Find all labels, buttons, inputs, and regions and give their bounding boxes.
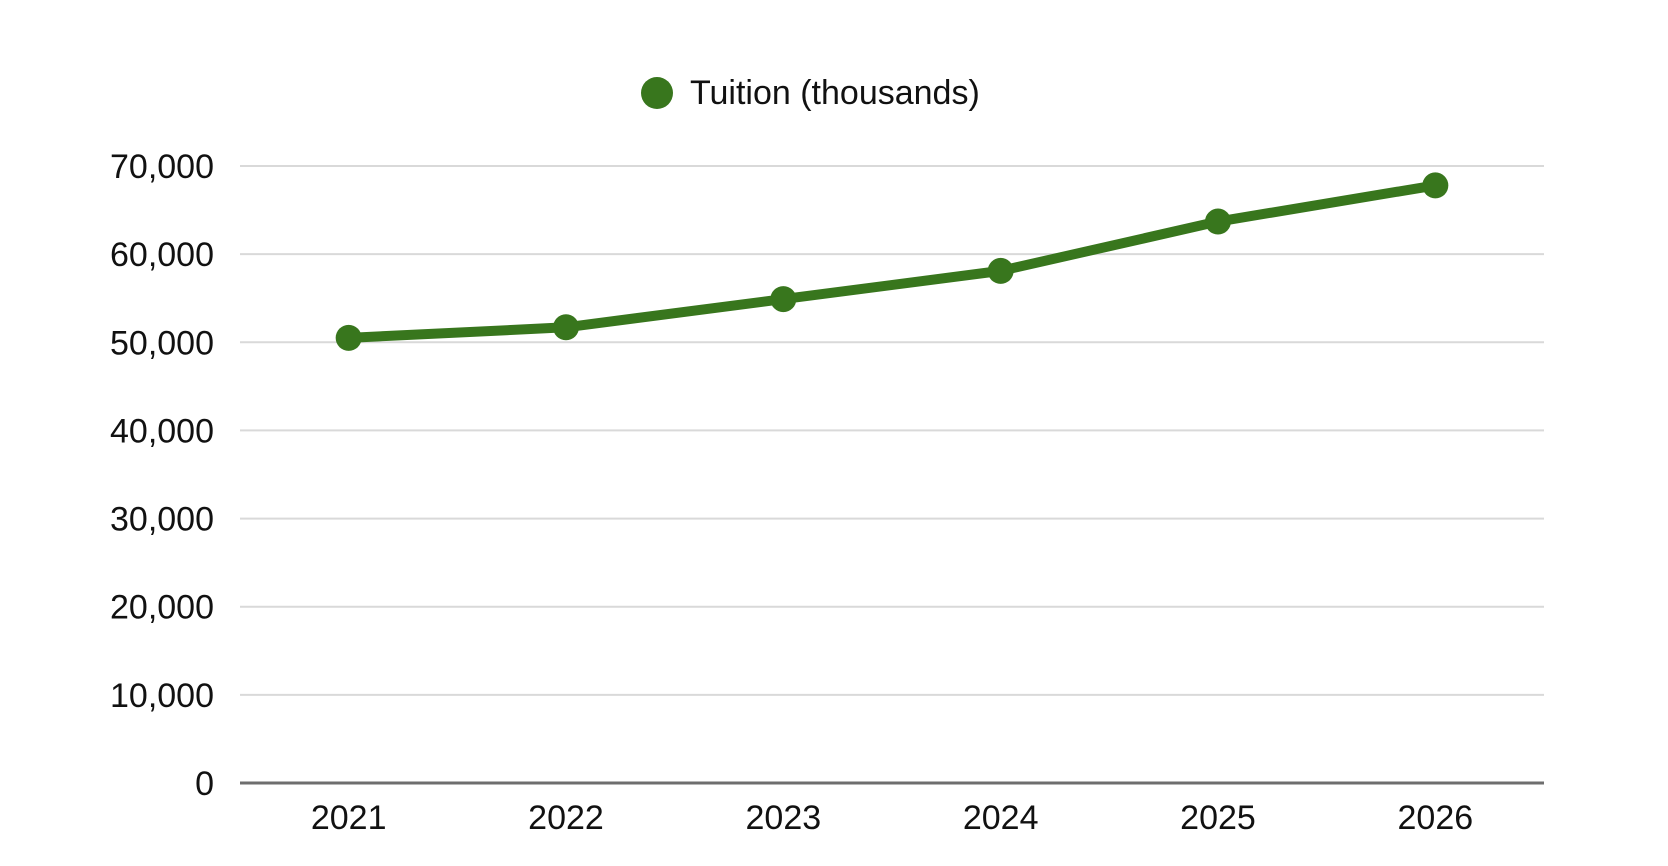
data-point-marker-2024 — [987, 257, 1014, 284]
tuition-line-series — [343, 180, 1441, 343]
x-axis-tick-label: 2025 — [1180, 799, 1256, 837]
y-axis-tick-label: 40,000 — [110, 412, 214, 450]
legend-marker-icon — [641, 77, 673, 109]
chart-legend: Tuition (thousands) — [641, 74, 980, 112]
data-point-marker-2022 — [553, 314, 579, 341]
y-axis-tick-label: 30,000 — [110, 501, 214, 539]
x-axis-tick-label: 2021 — [311, 799, 387, 837]
x-axis-tick-label: 2022 — [528, 799, 604, 837]
y-axis-tick-label: 50,000 — [110, 324, 214, 362]
y-axis-tick-label: 10,000 — [110, 677, 214, 715]
data-point-marker-2025 — [1205, 208, 1231, 235]
data-point-marker-2026 — [1422, 172, 1449, 199]
y-axis-tick-label: 20,000 — [110, 589, 214, 627]
data-point-marker-2023 — [770, 286, 797, 313]
x-axis-tick-label: 2026 — [1398, 799, 1474, 837]
legend-label: Tuition (thousands) — [690, 74, 980, 112]
y-axis-tick-label: 0 — [195, 765, 214, 803]
x-axis-tick-label: 2024 — [963, 799, 1039, 837]
y-axis-tick-label: 60,000 — [110, 236, 214, 274]
data-point-marker-2021 — [335, 324, 362, 351]
y-axis-tick-label: 70,000 — [110, 148, 214, 186]
x-axis-tick-label: 2023 — [746, 799, 822, 837]
